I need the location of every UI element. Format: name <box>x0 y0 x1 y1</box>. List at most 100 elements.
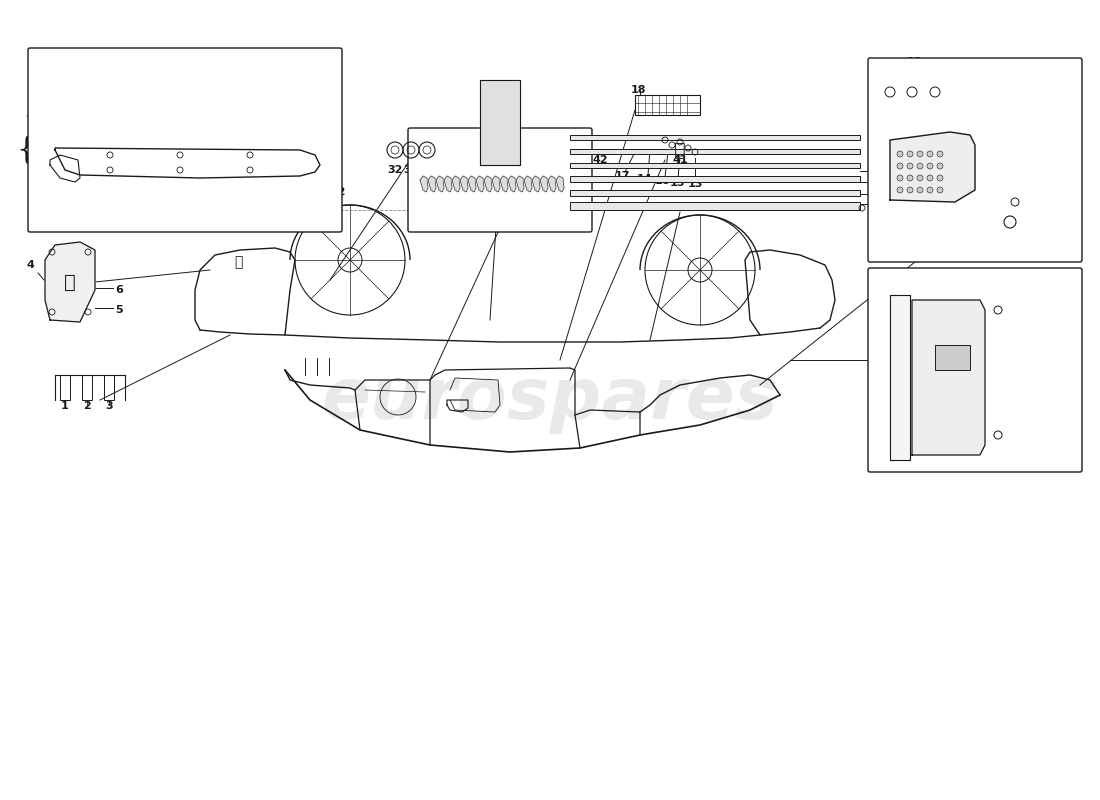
Bar <box>570 149 860 154</box>
Text: 29: 29 <box>874 167 891 177</box>
Text: 42: 42 <box>592 155 608 165</box>
Polygon shape <box>532 176 540 192</box>
Text: 9: 9 <box>151 200 158 210</box>
Bar <box>935 345 970 370</box>
Circle shape <box>896 175 903 181</box>
FancyBboxPatch shape <box>28 48 342 232</box>
Text: 32: 32 <box>419 165 435 175</box>
Polygon shape <box>45 242 95 322</box>
Bar <box>60 375 70 400</box>
Text: 38: 38 <box>932 75 947 85</box>
Text: 5: 5 <box>116 305 122 315</box>
Circle shape <box>908 151 913 157</box>
Text: 18: 18 <box>630 85 646 95</box>
Polygon shape <box>508 176 516 192</box>
Circle shape <box>927 175 933 181</box>
Text: 35: 35 <box>493 200 507 210</box>
Circle shape <box>896 163 903 169</box>
Circle shape <box>927 187 933 193</box>
Text: 36: 36 <box>57 187 73 197</box>
Text: 7: 7 <box>25 114 34 126</box>
Text: 8: 8 <box>251 200 258 210</box>
Circle shape <box>937 163 943 169</box>
Polygon shape <box>460 176 467 192</box>
Text: {: { <box>52 110 65 130</box>
Polygon shape <box>890 132 975 202</box>
Text: 10: 10 <box>177 200 192 210</box>
Polygon shape <box>500 176 508 192</box>
Text: +: + <box>1008 219 1013 225</box>
Text: 30: 30 <box>404 165 419 175</box>
Polygon shape <box>55 148 320 178</box>
Circle shape <box>917 163 923 169</box>
Bar <box>570 190 860 196</box>
Text: 🐴: 🐴 <box>674 141 686 159</box>
Circle shape <box>917 151 923 157</box>
Circle shape <box>917 175 923 181</box>
Polygon shape <box>480 80 520 165</box>
Polygon shape <box>452 176 460 192</box>
FancyBboxPatch shape <box>868 268 1082 472</box>
Bar <box>82 375 92 400</box>
Text: 3: 3 <box>106 401 113 411</box>
Text: 22: 22 <box>1012 415 1027 425</box>
Text: 15: 15 <box>669 178 684 188</box>
Text: 31: 31 <box>493 167 508 177</box>
Text: {: { <box>16 134 36 166</box>
Circle shape <box>927 151 933 157</box>
Bar <box>570 135 860 140</box>
Polygon shape <box>492 176 500 192</box>
Text: 🐴: 🐴 <box>64 273 76 291</box>
Polygon shape <box>556 176 564 192</box>
Text: 13: 13 <box>688 179 703 189</box>
Text: 11: 11 <box>202 200 218 210</box>
Bar <box>570 163 860 168</box>
Text: 39: 39 <box>886 75 901 85</box>
Polygon shape <box>436 176 444 192</box>
Text: 16: 16 <box>654 176 670 186</box>
Polygon shape <box>428 176 436 192</box>
Circle shape <box>937 151 943 157</box>
Text: 6: 6 <box>116 285 123 295</box>
Text: 20: 20 <box>1025 182 1041 192</box>
Text: 33: 33 <box>177 135 192 145</box>
FancyBboxPatch shape <box>408 128 592 232</box>
Text: 21: 21 <box>1012 297 1027 307</box>
Text: 37: 37 <box>910 75 925 85</box>
Circle shape <box>896 187 903 193</box>
Polygon shape <box>484 176 492 192</box>
Text: 12: 12 <box>330 187 345 197</box>
Text: 25: 25 <box>1012 455 1027 465</box>
Polygon shape <box>420 176 428 192</box>
Text: 34: 34 <box>557 195 572 205</box>
Polygon shape <box>548 176 556 192</box>
Text: 28: 28 <box>874 200 891 210</box>
Polygon shape <box>524 176 532 192</box>
Text: eurospares: eurospares <box>321 366 779 434</box>
Polygon shape <box>444 176 452 192</box>
Circle shape <box>896 151 903 157</box>
Polygon shape <box>516 176 524 192</box>
Text: 19: 19 <box>908 57 923 67</box>
Text: 40: 40 <box>1025 237 1041 247</box>
Polygon shape <box>890 295 910 460</box>
Text: 23: 23 <box>1012 335 1027 345</box>
Polygon shape <box>540 176 548 192</box>
Text: 41: 41 <box>672 155 688 165</box>
Text: 14: 14 <box>637 174 652 184</box>
Bar <box>570 176 860 182</box>
Text: 26: 26 <box>557 210 572 220</box>
Text: 17: 17 <box>614 171 629 181</box>
Text: 32: 32 <box>387 165 403 175</box>
Polygon shape <box>912 300 984 455</box>
Polygon shape <box>468 176 476 192</box>
Text: 27: 27 <box>874 178 891 188</box>
Text: 🐎: 🐎 <box>234 255 242 269</box>
Text: 43: 43 <box>874 190 891 200</box>
FancyBboxPatch shape <box>868 58 1082 262</box>
Circle shape <box>927 163 933 169</box>
Circle shape <box>937 175 943 181</box>
Bar <box>570 202 860 210</box>
Circle shape <box>908 187 913 193</box>
Circle shape <box>908 163 913 169</box>
